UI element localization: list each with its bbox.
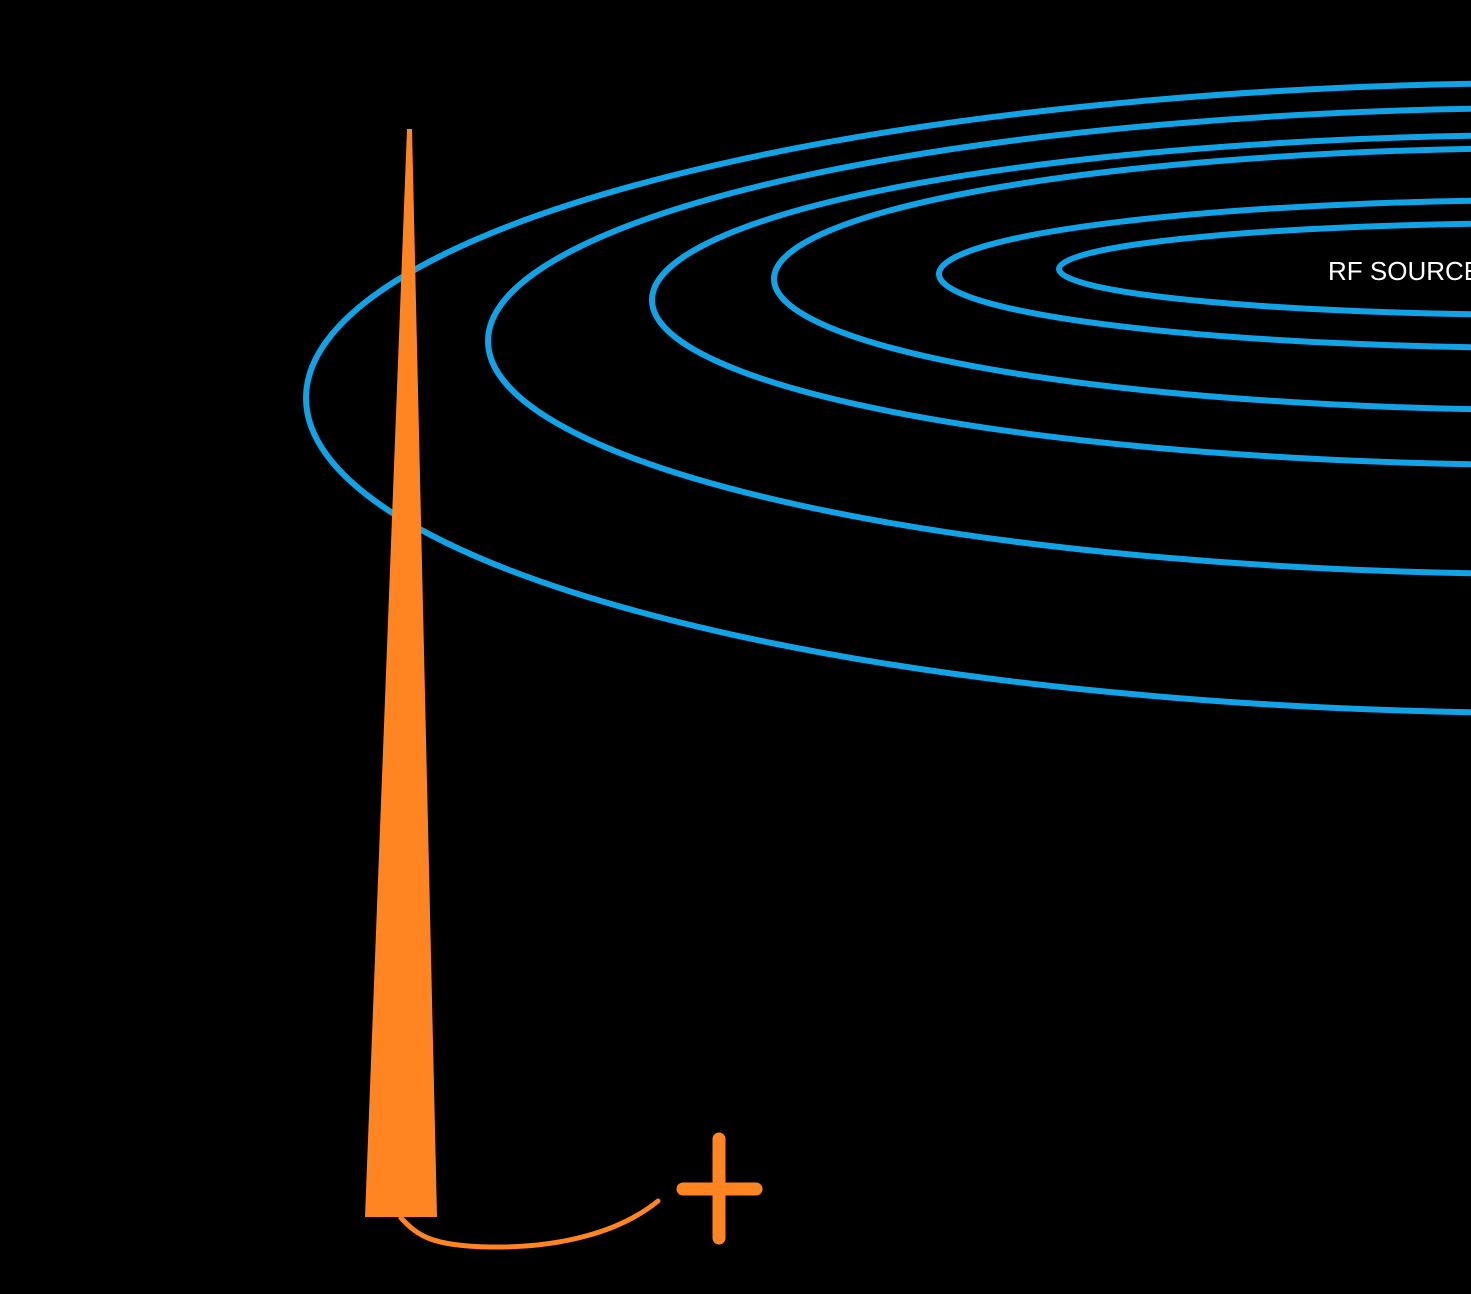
wave-ring-5 (485, 105, 1471, 577)
antenna-body (365, 129, 437, 1217)
antenna-icon (365, 129, 437, 1217)
rf-source-label: RF SOURCE (1328, 256, 1471, 286)
wave-ring-6 (303, 80, 1471, 716)
wave-ring-2 (936, 197, 1471, 351)
wave-ring-3 (771, 145, 1471, 413)
wave-ring-4 (649, 132, 1471, 468)
plus-icon (676, 1132, 763, 1245)
wave-ring-1 (1056, 220, 1471, 318)
feed-wire (398, 1198, 661, 1250)
radio-waves (303, 80, 1471, 716)
